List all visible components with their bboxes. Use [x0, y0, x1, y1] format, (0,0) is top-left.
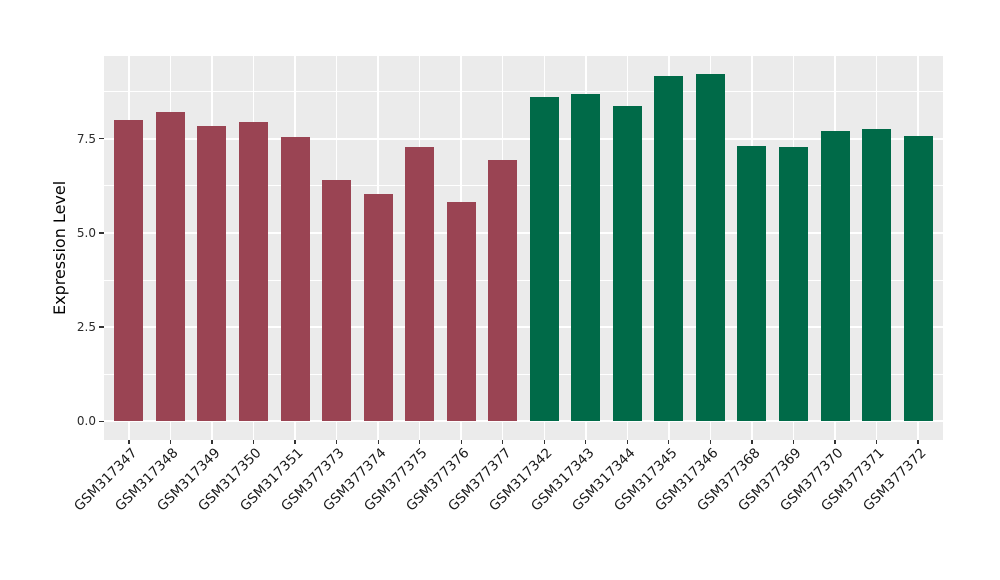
- x-tick-mark: [419, 440, 421, 444]
- y-tick-label: 5.0: [76, 225, 96, 240]
- y-tick-mark: [99, 232, 104, 234]
- major-gridline: [104, 326, 943, 328]
- bar: [155, 112, 185, 422]
- x-tick-mark: [502, 440, 504, 444]
- x-tick-mark: [377, 440, 379, 444]
- x-tick-mark: [460, 440, 462, 444]
- y-tick-label: 2.5: [76, 320, 96, 335]
- bar: [239, 121, 269, 422]
- y-tick-mark: [99, 420, 104, 422]
- x-tick-mark: [128, 440, 130, 444]
- x-tick-mark: [335, 440, 338, 444]
- major-gridline: [104, 138, 943, 140]
- bar: [446, 202, 476, 422]
- x-tick-mark: [917, 440, 919, 444]
- bar: [529, 96, 559, 422]
- x-tick-mark: [709, 440, 711, 444]
- bar: [654, 75, 684, 422]
- x-tick-mark: [585, 440, 587, 444]
- bar: [571, 94, 601, 422]
- x-tick-mark: [875, 440, 878, 444]
- x-tick-mark: [751, 440, 753, 444]
- bar: [903, 135, 933, 422]
- x-tick-mark: [252, 440, 255, 444]
- y-tick-label: 7.5: [76, 131, 96, 146]
- x-tick-mark: [294, 440, 296, 444]
- x-tick-mark: [668, 440, 670, 444]
- bar: [322, 180, 352, 422]
- x-tick-mark: [834, 440, 836, 444]
- plot-panel: [104, 56, 943, 440]
- minor-gridline: [104, 185, 943, 187]
- bar: [820, 131, 850, 422]
- x-tick-mark: [626, 440, 628, 444]
- bar: [488, 160, 518, 422]
- minor-gridline: [104, 91, 943, 93]
- bar: [695, 74, 725, 422]
- minor-gridline: [104, 279, 943, 281]
- x-tick-mark: [169, 440, 172, 444]
- bar: [114, 120, 144, 422]
- bar: [363, 194, 393, 422]
- bar: [612, 106, 642, 422]
- minor-gridline: [104, 373, 943, 375]
- bar: [280, 136, 310, 422]
- major-gridline: [104, 420, 943, 422]
- bar: [197, 125, 227, 422]
- bar: [778, 146, 808, 422]
- major-gridline: [104, 232, 943, 234]
- bar: [737, 145, 767, 422]
- y-tick-label: 0.0: [76, 414, 96, 429]
- x-tick-mark: [792, 440, 795, 444]
- y-tick-mark: [99, 138, 104, 140]
- x-tick-mark: [211, 440, 213, 444]
- x-tick-mark: [543, 440, 545, 444]
- y-axis-title: Expression Level: [50, 180, 69, 316]
- bar: [862, 129, 892, 422]
- bar: [405, 147, 435, 422]
- y-tick-mark: [99, 326, 104, 328]
